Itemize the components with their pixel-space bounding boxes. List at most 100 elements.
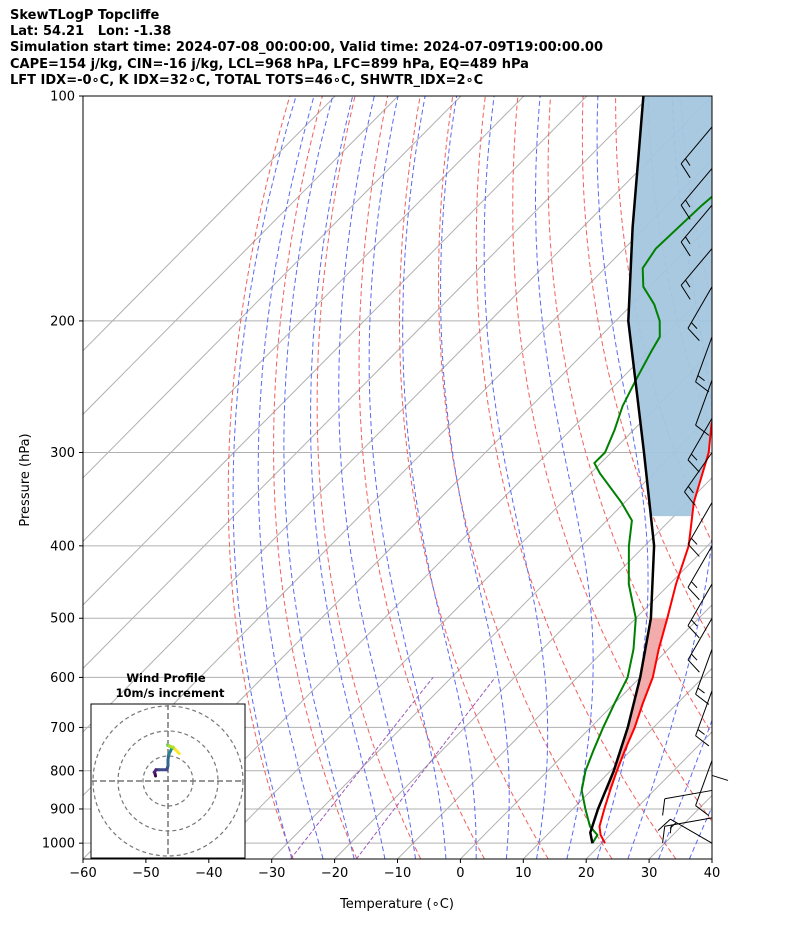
wind-barb: [680, 168, 713, 220]
wind-barb: [662, 789, 713, 816]
barb-shaft: [687, 502, 713, 545]
wind-barb: [687, 418, 713, 473]
x-tick-label: 30: [641, 866, 658, 881]
axes: −60 −50 −40 −30 −20 −10 0 10 20 30 40 1000 900 800 700…: [42, 90, 720, 882]
location-line: Lat: 54.21 Lon: -1.38: [10, 24, 172, 40]
barb-flag: [687, 625, 700, 639]
x-tick-label: −10: [384, 866, 411, 881]
wind-barb: [695, 760, 713, 817]
barb-half: [687, 485, 694, 494]
barb-flag: [695, 735, 710, 747]
hodograph-plot: [91, 704, 245, 858]
barb-half: [685, 199, 691, 208]
barb-half: [669, 824, 672, 834]
dry-adiabat: [273, 96, 358, 859]
dry-adiabat: [581, 96, 712, 643]
barb-shaft: [687, 545, 713, 588]
wind-barb: [680, 126, 713, 179]
barb-half: [690, 653, 698, 661]
y-tick-label: 100: [50, 90, 75, 105]
moist-adiabat: [402, 96, 477, 859]
barb-shaft: [695, 649, 713, 695]
wind-barb: [711, 727, 729, 781]
barb-half: [685, 158, 691, 166]
barb-flag: [680, 285, 691, 300]
barb-shaft: [664, 817, 713, 827]
chart-title: SkewTLogP Topcliffe: [10, 8, 160, 23]
temperature-line: [598, 418, 712, 844]
moist-adiabat: [283, 96, 355, 859]
wind-barb: [687, 502, 713, 557]
dry-adiabat: [547, 96, 712, 735]
barb-flag: [680, 204, 691, 220]
barb-flag: [687, 543, 700, 557]
barb-shaft: [680, 168, 713, 206]
wind-barb: [662, 817, 713, 843]
barb-flag: [662, 798, 666, 816]
barb-flag: [695, 424, 710, 436]
barb-half: [690, 619, 698, 627]
barb-shaft: [680, 126, 713, 165]
y-tick-label: 600: [50, 671, 75, 686]
barb-flag: [687, 659, 700, 673]
barb-half: [690, 322, 698, 329]
barb-flag: [695, 693, 710, 705]
x-tick-label: 10: [515, 866, 532, 881]
profile-lines: [580, 96, 712, 844]
x-tick-label: −30: [258, 866, 285, 881]
barb-half: [697, 375, 705, 382]
barb-half: [690, 537, 698, 545]
wind-barb: [695, 690, 713, 747]
y-tick-label: 300: [50, 446, 75, 461]
isotherm-line: [83, 96, 336, 352]
moist-adiabat: [257, 96, 324, 859]
dry-adiabat: [437, 96, 613, 859]
barb-shaft: [695, 690, 713, 736]
mixing-ratio-line: [355, 677, 496, 859]
moist-adiabat: [483, 96, 549, 859]
barb-shaft: [695, 379, 713, 426]
x-tick-label: −40: [195, 866, 222, 881]
barb-shaft: [680, 248, 713, 286]
wind-barb: [680, 248, 713, 300]
index-line: LFT IDX=-0∘C, K IDX=32∘C, TOTAL TOTS=46∘…: [10, 72, 484, 88]
barb-half: [685, 236, 691, 245]
dry-adiabat: [779, 96, 794, 859]
y-tick-label: 900: [50, 802, 75, 817]
barb-flag: [687, 459, 700, 473]
isotherm-line: [334, 477, 712, 859]
parcel-profile-line: [589, 96, 656, 844]
barb-shaft: [680, 204, 713, 243]
x-tick-label: −50: [132, 866, 159, 881]
dry-adiabat: [358, 96, 485, 859]
moist-adiabat: [338, 96, 416, 859]
wind-barb: [695, 649, 713, 705]
barb-flag: [680, 163, 691, 179]
mixing-ratio-line: [290, 677, 434, 859]
barb-half: [685, 279, 691, 288]
hodograph-subtitle: 10m/s increment: [116, 686, 225, 700]
y-axis-label: Pressure (hPa): [18, 433, 33, 526]
barb-half: [697, 687, 705, 694]
barb-flag: [687, 587, 700, 601]
barb-shaft: [664, 789, 713, 800]
dry-adiabat: [512, 96, 712, 823]
wind-barb: [684, 452, 713, 506]
barb-shaft: [687, 286, 713, 329]
moist-adiabat: [310, 96, 386, 859]
moist-adiabat: [658, 718, 712, 859]
barb-shaft: [684, 452, 713, 493]
isotherm-line: [83, 96, 588, 606]
isotherm-line: [711, 858, 712, 859]
barb-half: [690, 453, 698, 461]
dewpoint-line: [580, 195, 712, 844]
barb-shaft: [695, 760, 713, 806]
x-tick-label: −60: [69, 866, 96, 881]
moist-adiabat: [720, 96, 794, 859]
hodograph-title: Wind Profile: [126, 671, 206, 685]
barb-half: [697, 729, 705, 735]
x-tick-label: 40: [704, 866, 721, 881]
isotherm-line: [145, 286, 712, 859]
